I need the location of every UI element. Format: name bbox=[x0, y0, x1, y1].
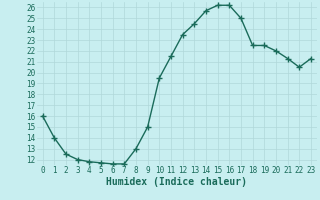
X-axis label: Humidex (Indice chaleur): Humidex (Indice chaleur) bbox=[106, 177, 247, 187]
